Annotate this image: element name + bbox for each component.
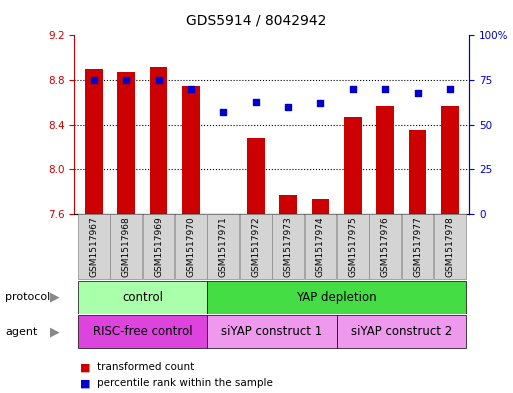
Text: GSM1517974: GSM1517974 — [316, 216, 325, 277]
FancyBboxPatch shape — [77, 281, 207, 314]
Point — [90, 77, 98, 83]
Text: GSM1517978: GSM1517978 — [445, 216, 455, 277]
Point — [413, 90, 422, 96]
FancyBboxPatch shape — [305, 214, 337, 279]
Point — [187, 86, 195, 92]
Text: GSM1517971: GSM1517971 — [219, 216, 228, 277]
Text: siYAP construct 1: siYAP construct 1 — [221, 325, 323, 338]
FancyBboxPatch shape — [240, 214, 271, 279]
Text: GSM1517973: GSM1517973 — [284, 216, 292, 277]
Text: ■: ■ — [80, 362, 90, 373]
Text: GSM1517967: GSM1517967 — [89, 216, 98, 277]
Text: GSM1517976: GSM1517976 — [381, 216, 390, 277]
Text: YAP depletion: YAP depletion — [297, 290, 377, 304]
FancyBboxPatch shape — [434, 214, 466, 279]
Point — [381, 86, 389, 92]
Bar — [344, 117, 362, 214]
FancyBboxPatch shape — [272, 214, 304, 279]
Bar — [279, 195, 297, 214]
Text: ▶: ▶ — [50, 290, 60, 304]
FancyBboxPatch shape — [77, 315, 207, 348]
Point — [219, 109, 227, 116]
FancyBboxPatch shape — [402, 214, 433, 279]
Bar — [247, 138, 265, 214]
Point — [317, 100, 325, 107]
Text: GSM1517975: GSM1517975 — [348, 216, 358, 277]
Bar — [441, 106, 459, 214]
FancyBboxPatch shape — [143, 214, 174, 279]
Point — [349, 86, 357, 92]
Bar — [409, 130, 426, 214]
Text: GSM1517970: GSM1517970 — [186, 216, 195, 277]
Point — [446, 86, 454, 92]
FancyBboxPatch shape — [207, 214, 239, 279]
Text: GSM1517972: GSM1517972 — [251, 216, 260, 277]
FancyBboxPatch shape — [337, 315, 466, 348]
Point — [284, 104, 292, 110]
FancyBboxPatch shape — [207, 281, 466, 314]
Point — [122, 77, 130, 83]
FancyBboxPatch shape — [369, 214, 401, 279]
Text: transformed count: transformed count — [97, 362, 195, 373]
Text: ■: ■ — [80, 378, 90, 388]
Text: agent: agent — [5, 327, 37, 337]
Bar — [150, 67, 167, 214]
Text: GDS5914 / 8042942: GDS5914 / 8042942 — [186, 14, 327, 28]
Text: RISC-free control: RISC-free control — [92, 325, 192, 338]
FancyBboxPatch shape — [110, 214, 142, 279]
Text: control: control — [122, 290, 163, 304]
Bar — [311, 198, 329, 214]
Bar — [117, 72, 135, 214]
Text: siYAP construct 2: siYAP construct 2 — [351, 325, 452, 338]
Text: ▶: ▶ — [50, 325, 60, 338]
FancyBboxPatch shape — [207, 315, 337, 348]
FancyBboxPatch shape — [78, 214, 110, 279]
Text: GSM1517969: GSM1517969 — [154, 216, 163, 277]
Text: GSM1517977: GSM1517977 — [413, 216, 422, 277]
Point — [251, 98, 260, 105]
FancyBboxPatch shape — [175, 214, 207, 279]
FancyBboxPatch shape — [337, 214, 369, 279]
Text: protocol: protocol — [5, 292, 50, 302]
Bar — [85, 69, 103, 214]
Text: GSM1517968: GSM1517968 — [122, 216, 131, 277]
Text: percentile rank within the sample: percentile rank within the sample — [97, 378, 273, 388]
Point — [154, 77, 163, 83]
Bar — [182, 86, 200, 214]
Bar — [377, 106, 394, 214]
